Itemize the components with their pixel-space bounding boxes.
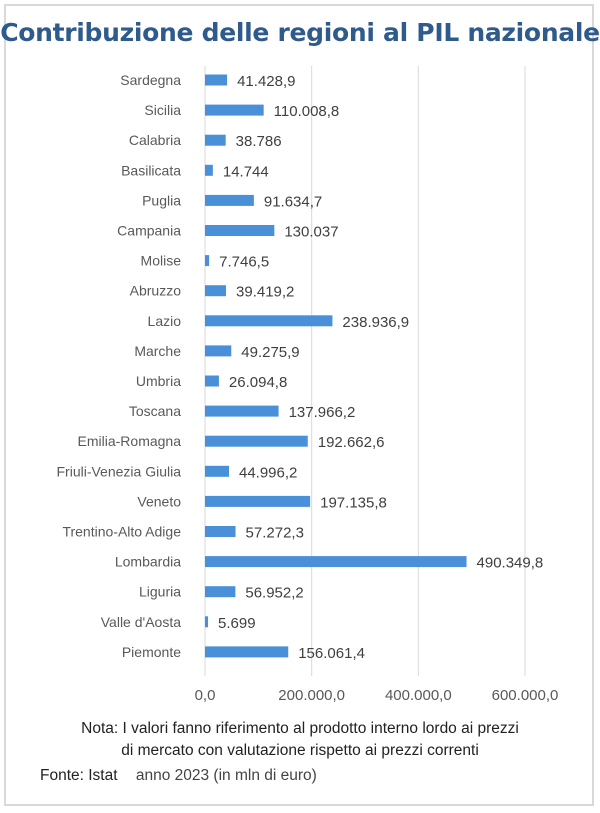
bar [205, 315, 333, 327]
x-tick-label: 600.000,0 [492, 687, 559, 704]
bar [205, 526, 236, 537]
bar [205, 255, 210, 267]
x-tick-label: 0,0 [195, 687, 216, 704]
bar [205, 465, 229, 477]
data-label: 156.061,4 [298, 645, 365, 662]
bar [205, 345, 232, 357]
bar [205, 556, 467, 568]
data-label: 130.037 [284, 224, 338, 241]
category-label: Calabria [129, 132, 181, 148]
data-label: 26.094,8 [229, 374, 287, 391]
data-label: 137.966,2 [289, 404, 356, 421]
bar [205, 495, 311, 507]
data-label: 14.744 [223, 163, 269, 180]
bar [205, 285, 227, 297]
note-line-2: di mercato con valutazione rispetto ai p… [121, 742, 479, 759]
category-label: Liguria [139, 584, 181, 600]
category-label: Umbria [136, 373, 181, 389]
category-label: Veneto [137, 493, 181, 509]
category-label: Basilicata [121, 162, 181, 178]
data-label: 57.272,3 [246, 525, 304, 542]
bar [205, 586, 236, 598]
category-label: Puglia [142, 192, 181, 208]
bar [205, 164, 213, 176]
bar [205, 225, 275, 236]
data-label: 192.662,6 [318, 434, 385, 451]
bar [205, 375, 219, 387]
data-label: 39.419,2 [236, 284, 294, 301]
category-label: Campania [117, 223, 181, 239]
bar [205, 134, 226, 146]
data-label: 49.275,9 [241, 344, 299, 361]
data-label: 44.996,2 [239, 464, 297, 481]
data-label: 197.135,8 [320, 494, 387, 511]
data-label: 56.952,2 [245, 585, 303, 602]
category-label: Sardegna [120, 72, 181, 88]
chart-source: Fonte: Istat anno 2023 (in mln di euro) [40, 767, 317, 785]
category-label: Abruzzo [130, 283, 182, 299]
data-label: 7.746,5 [219, 254, 269, 271]
bar [205, 104, 264, 116]
category-label: Trentino-Alto Adige [62, 524, 181, 540]
bar [205, 194, 254, 206]
data-label: 238.936,9 [342, 314, 409, 331]
x-tick-label: 400.000,0 [385, 687, 452, 704]
bar [205, 74, 228, 86]
category-label: Molise [141, 253, 182, 269]
source-label: Fonte: Istat [40, 767, 118, 784]
bar [205, 646, 289, 658]
data-label: 91.634,7 [264, 193, 322, 210]
category-label: Emilia-Romagna [78, 433, 182, 449]
data-label: 490.349,8 [477, 555, 544, 572]
bar [205, 616, 209, 628]
chart-title: Contribuzione delle regioni al PIL nazio… [0, 18, 600, 47]
category-label: Valle d'Aosta [101, 614, 181, 630]
category-label: Piemonte [122, 644, 181, 660]
chart-frame [4, 4, 594, 806]
data-label: 5.699 [218, 615, 256, 632]
category-label: Lazio [148, 313, 182, 329]
category-label: Toscana [129, 403, 181, 419]
x-tick-label: 200.000,0 [278, 687, 345, 704]
data-label: 41.428,9 [237, 73, 295, 90]
note-line-1: Nota: I valori fanno riferimento al prod… [81, 720, 519, 737]
source-period: anno 2023 (in mln di euro) [135, 767, 317, 784]
bar [205, 435, 308, 447]
chart-note: Nota: I valori fanno riferimento al prod… [0, 718, 600, 762]
data-label: 38.786 [236, 133, 282, 150]
bar [205, 405, 279, 417]
category-label: Sicilia [144, 102, 181, 118]
category-label: Friuli-Venezia Giulia [57, 463, 182, 479]
category-label: Lombardia [115, 554, 181, 570]
data-label: 110.008,8 [274, 103, 340, 120]
category-label: Marche [134, 343, 181, 359]
